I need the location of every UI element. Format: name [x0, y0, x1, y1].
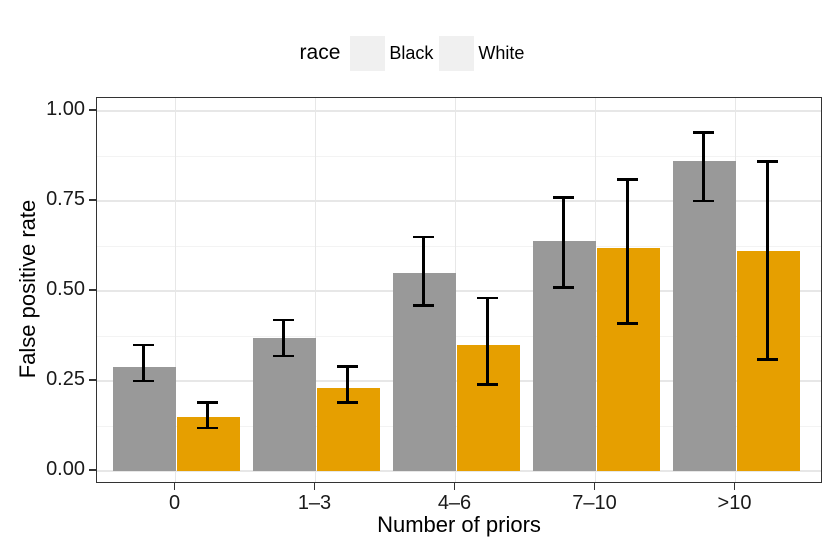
- errorbar-black-2-cap-bottom: [413, 304, 434, 307]
- legend-item-white: White: [439, 35, 525, 71]
- gridline-major: [97, 470, 821, 472]
- x-tick: [733, 483, 736, 490]
- errorbar-black-4-cap-top: [693, 131, 714, 134]
- legend-label-white: White: [478, 42, 525, 63]
- errorbar-white-4-cap-bottom: [757, 358, 778, 361]
- errorbar-black-1-cap-bottom: [273, 354, 294, 358]
- errorbar-black-4-stem: [702, 132, 705, 201]
- errorbar-black-2-cap-top: [413, 235, 434, 239]
- x-tick: [593, 483, 596, 490]
- errorbar-white-2-cap-top: [477, 296, 498, 300]
- bar-black-1: [252, 337, 316, 471]
- errorbar-white-0-cap-bottom: [197, 426, 218, 430]
- bar-black-4: [672, 161, 736, 471]
- gridline-major: [97, 110, 821, 112]
- gridline-major: [97, 200, 821, 202]
- errorbar-black-0-stem: [142, 345, 145, 381]
- legend-item-black: Black: [350, 35, 434, 71]
- legend-key-white: [439, 35, 475, 71]
- y-tick-label: 0.75: [46, 188, 85, 210]
- errorbar-white-2-cap-bottom: [477, 383, 498, 386]
- y-tick-label: 0.00: [46, 458, 85, 480]
- y-tick-label: 1.00: [46, 98, 85, 120]
- errorbar-black-0-cap-bottom: [133, 379, 154, 383]
- errorbar-white-1-cap-bottom: [337, 401, 358, 404]
- x-tick-label: 7–10: [572, 492, 617, 514]
- errorbar-black-0-cap-top: [133, 343, 154, 347]
- legend-label-black: Black: [389, 42, 434, 63]
- gridline-minor: [97, 335, 821, 337]
- x-tick: [453, 483, 456, 490]
- bar-black-0: [112, 366, 176, 471]
- y-tick: [89, 469, 96, 471]
- y-tick-label: 0.50: [46, 278, 85, 300]
- gridline-major: [97, 290, 821, 292]
- errorbar-white-4-cap-top: [757, 160, 778, 163]
- errorbar-black-3-cap-top: [553, 196, 574, 199]
- gridline-vertical: [594, 98, 597, 482]
- errorbar-white-2-stem: [486, 298, 489, 385]
- errorbar-black-3-stem: [562, 197, 565, 288]
- errorbar-white-1-stem: [346, 366, 349, 403]
- gridline-minor: [97, 245, 821, 247]
- errorbar-white-3-cap-bottom: [617, 322, 638, 325]
- y-tick: [89, 199, 96, 201]
- errorbar-black-1-stem: [282, 319, 285, 356]
- errorbar-white-3-stem: [626, 179, 629, 324]
- x-tick: [313, 483, 316, 490]
- x-axis-title: Number of priors: [377, 512, 541, 537]
- x-tick-label: 0: [168, 492, 181, 514]
- errorbar-black-4-cap-bottom: [693, 199, 714, 203]
- plot-panel: [96, 97, 822, 483]
- y-tick: [89, 109, 96, 111]
- gridline-vertical: [174, 98, 177, 482]
- y-tick-label: 0.25: [46, 368, 85, 390]
- errorbar-white-1-cap-top: [337, 365, 358, 368]
- gridline-minor: [97, 155, 821, 157]
- y-tick: [89, 289, 96, 291]
- errorbar-black-3-cap-bottom: [553, 286, 574, 289]
- errorbar-black-2-stem: [422, 237, 425, 306]
- gridline-vertical: [454, 98, 457, 482]
- errorbar-white-0-cap-top: [197, 401, 218, 404]
- legend: race Black White: [0, 33, 830, 73]
- x-tick-label: 4–6: [437, 492, 472, 514]
- errorbar-white-4-stem: [766, 161, 769, 360]
- legend-title: race: [299, 41, 341, 64]
- errorbar-black-1-cap-top: [273, 318, 294, 322]
- x-tick: [173, 483, 176, 490]
- x-tick-label: 1–3: [297, 492, 332, 514]
- x-tick-label: >10: [717, 492, 752, 514]
- errorbar-white-3-cap-top: [617, 178, 638, 181]
- gridline-vertical: [314, 98, 317, 482]
- legend-key-black: [350, 35, 386, 71]
- errorbar-white-0-stem: [206, 402, 209, 428]
- y-tick: [89, 379, 96, 381]
- gridline-vertical: [734, 98, 737, 482]
